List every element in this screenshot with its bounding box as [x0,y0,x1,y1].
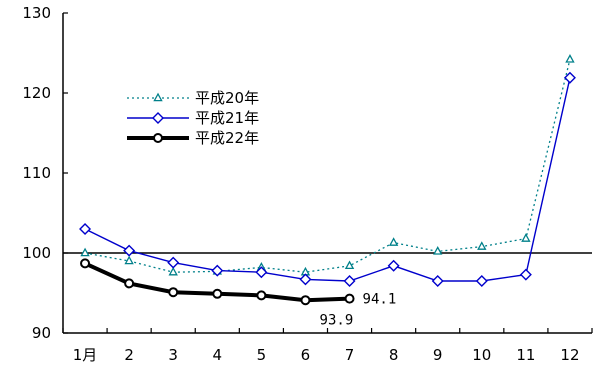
legend-marker [152,112,164,124]
data-point [477,241,487,250]
x-tick-label: 5 [257,346,267,364]
legend-label: 平成20年 [195,89,259,107]
data-point [299,273,312,286]
x-tick-label: 11 [516,346,535,364]
axes: 90 100 110 120 130 1月 2 3 4 5 6 7 8 9 10 11 12 [22,4,593,364]
legend-marker [153,133,163,143]
x-tick-label: 6 [301,346,311,364]
legend-item: 平成22年 [127,129,259,147]
x-tick-label: 1月 [73,346,98,364]
x-tick-label: 2 [124,346,134,364]
data-point [80,247,90,257]
x-tick-label: 12 [560,346,579,364]
data-point [521,233,531,242]
data-point [519,268,532,281]
y-tick-label: 130 [22,4,51,22]
data-point [431,275,444,287]
x-tick-label: 8 [389,346,399,364]
y-tick-label: 110 [22,164,51,182]
legend-marker [153,92,163,102]
data-point [123,244,136,257]
legend-label: 平成21年 [195,109,259,127]
annotation-93-9: 93.9 [320,313,354,329]
data-point [256,290,267,301]
series-2 [79,71,576,287]
data-point [300,295,311,306]
legend-label: 平成22年 [195,129,259,147]
series-3 [80,258,355,306]
data-point [79,223,92,235]
annotation-94-1: 94.1 [363,292,397,308]
data-point [343,275,356,287]
x-tick-label: 10 [472,346,491,364]
data-point [387,259,400,272]
annotations: 94.1 93.9 [320,292,397,329]
legend-item: 平成20年 [127,89,259,107]
data-point [124,278,135,289]
data-point [167,256,180,269]
data-point [212,288,223,299]
data-point [80,258,91,269]
data-point [211,264,224,277]
data-point [124,255,134,265]
data-point [255,266,268,279]
data-point [344,260,355,270]
series-line [84,77,571,282]
data-point [433,246,443,255]
y-tick-label: 90 [32,324,51,342]
plot-area [79,54,576,306]
y-tick-label: 120 [22,84,51,102]
data-point [565,54,575,63]
legend-item: 平成21年 [127,109,259,127]
x-tick-label: 3 [168,346,178,364]
data-point [344,293,355,304]
series-1 [80,54,575,276]
x-tick-label: 7 [345,346,355,364]
y-tick-label: 100 [22,244,51,262]
data-point [168,287,179,298]
series-line [84,59,571,273]
x-tick-label: 4 [213,346,223,364]
data-point [475,275,488,287]
data-point [563,71,576,84]
x-tick-label: 9 [433,346,443,364]
data-point [168,266,178,276]
data-point [388,237,399,246]
